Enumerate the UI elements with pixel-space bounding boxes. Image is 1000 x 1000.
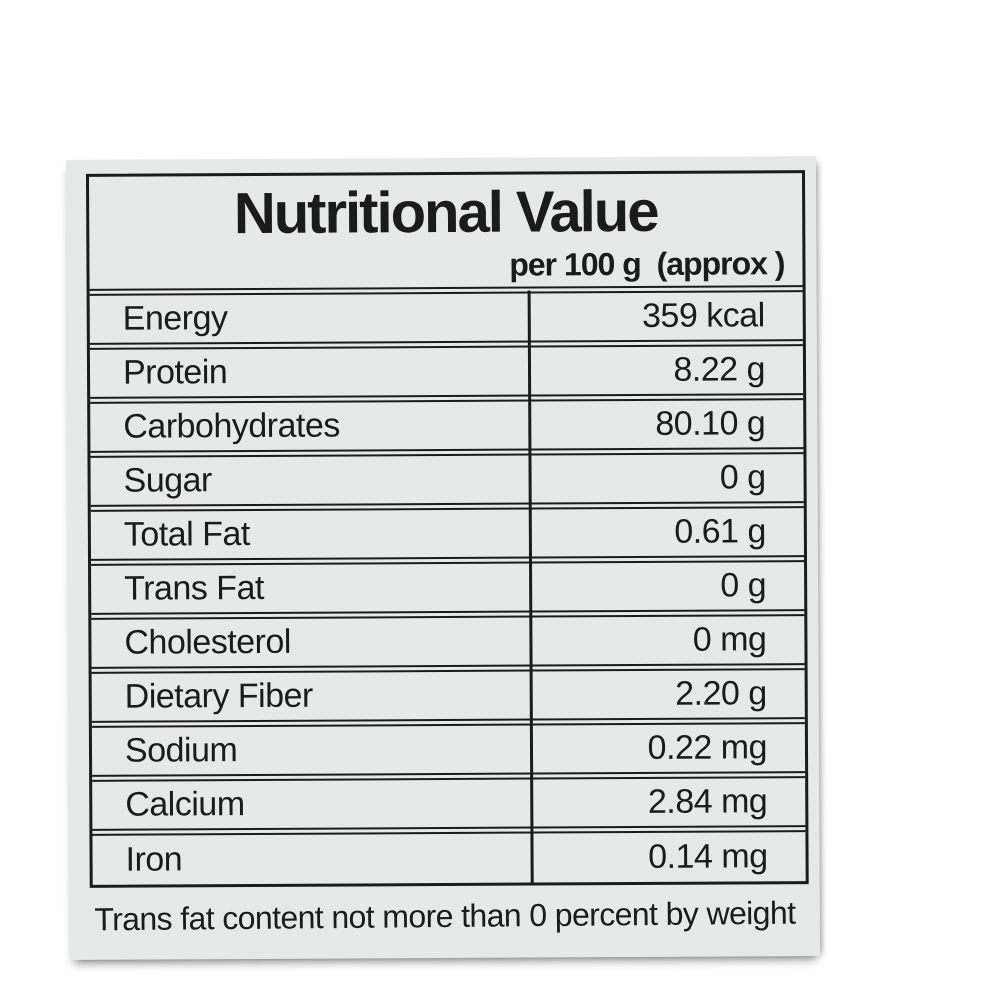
nutrient-name: Carbohydrates — [123, 406, 340, 446]
nutrition-title: Nutritional Value — [233, 178, 658, 247]
serving-size-text: per 100 g (approx ) — [509, 245, 785, 283]
nutrition-table-rows: Energy 359 kcal Protein 8.22 g Carbohydr… — [89, 287, 806, 885]
nutrient-name: Cholesterol — [124, 622, 292, 662]
nutrient-name: Iron — [125, 840, 183, 879]
nutrient-value: 2.20 g — [675, 674, 767, 713]
nutrient-value: 0.22 mg — [647, 728, 768, 767]
nutrient-value: 0 g — [720, 566, 767, 605]
nutrient-value: 0 g — [719, 458, 766, 497]
nutrient-name: Energy — [122, 299, 228, 338]
table-row: Trans Fat 0 g — [91, 560, 805, 615]
nutrient-value: 8.22 g — [673, 350, 766, 389]
table-row: Dietary Fiber 2.20 g — [91, 668, 805, 723]
nutrient-value: 359 kcal — [641, 296, 765, 335]
nutrient-name: Protein — [122, 353, 228, 392]
nutrient-value: 0 mg — [692, 620, 767, 659]
table-row: Cholesterol 0 mg — [91, 614, 805, 669]
trans-fat-footnote: Trans fat content not more than 0 percen… — [94, 894, 796, 938]
nutrient-value: 2.84 mg — [647, 782, 768, 821]
table-row: Iron 0.14 mg — [92, 830, 806, 885]
table-row: Protein 8.22 g — [89, 344, 804, 399]
nutrient-name: Calcium — [125, 785, 245, 824]
table-row: Sodium 0.22 mg — [91, 722, 806, 777]
nutrient-value: 80.10 g — [655, 404, 766, 443]
table-row: Total Fat 0.61 g — [90, 506, 805, 561]
nutrient-value: 0.61 g — [674, 512, 766, 551]
table-row: Carbohydrates 80.10 g — [90, 398, 804, 453]
table-row: Calcium 2.84 mg — [92, 776, 806, 831]
table-row: Energy 359 kcal — [89, 290, 803, 345]
nutrient-name: Total Fat — [123, 515, 250, 554]
nutrient-name: Trans Fat — [124, 568, 264, 608]
nutrient-name: Dietary Fiber — [124, 676, 313, 716]
table-header: Nutritional Value per 100 g (approx ) — [88, 173, 803, 291]
nutrition-table: Nutritional Value per 100 g (approx ) En… — [85, 170, 809, 888]
nutrient-name: Sodium — [124, 731, 238, 770]
table-row: Sugar 0 g — [90, 452, 804, 507]
nutrition-label: Nutritional Value per 100 g (approx ) En… — [65, 156, 821, 960]
nutrient-value: 0.14 mg — [648, 837, 768, 876]
nutrient-name: Sugar — [123, 461, 212, 500]
